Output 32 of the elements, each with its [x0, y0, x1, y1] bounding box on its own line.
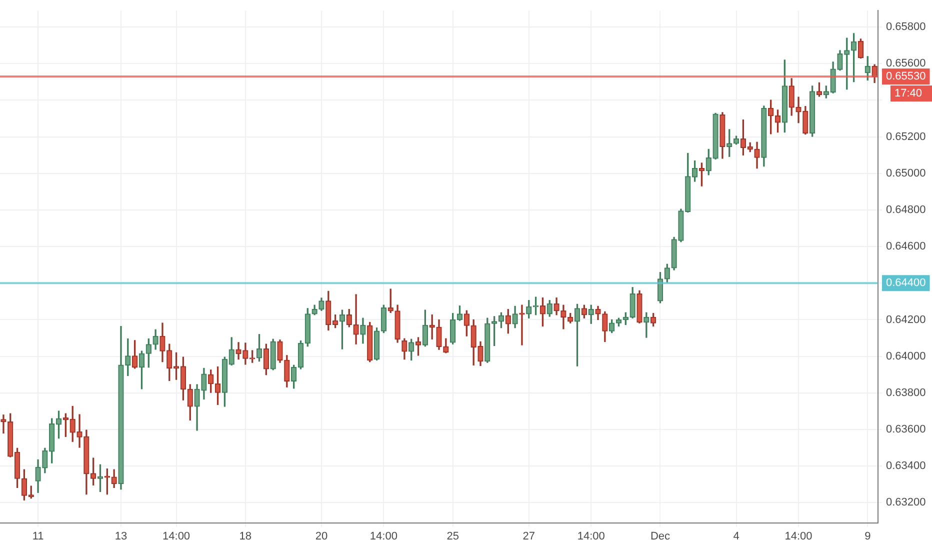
- x-tick-label: 11: [32, 530, 44, 542]
- y-tick-label: 0.64800: [886, 204, 926, 216]
- x-tick-label: 14:00: [577, 530, 605, 542]
- x-tick-label: 14:00: [784, 530, 812, 542]
- y-tick-label: 0.65000: [886, 167, 926, 180]
- x-tick-label: 14:00: [162, 530, 190, 542]
- y-tick-label: 0.64200: [886, 314, 926, 326]
- y-tick-label: 0.63400: [886, 460, 926, 472]
- x-tick-label: Dec: [650, 530, 671, 542]
- y-tick-label: 0.63600: [886, 424, 926, 436]
- x-tick-label: 13: [114, 530, 128, 542]
- ref-line-label: 0.65530: [886, 70, 926, 82]
- y-tick-label: 0.65600: [886, 58, 926, 70]
- y-tick-label: 0.64600: [886, 240, 926, 253]
- y-tick-label: 0.63200: [886, 496, 926, 509]
- candlestick: [76, 414, 82, 448]
- y-tick-label: 0.65800: [886, 21, 926, 34]
- y-tick-label: 0.63800: [886, 386, 926, 399]
- y-tick-label: 0.65200: [886, 130, 926, 143]
- x-tick-label: 4: [733, 530, 740, 542]
- x-tick-label: 27: [522, 530, 535, 542]
- y-tick-label: 0.64000: [886, 350, 926, 362]
- x-tick-label: 20: [315, 530, 328, 542]
- x-tick-label: 14:00: [370, 530, 398, 542]
- candlestick: [0, 414, 6, 434]
- x-tick-label: 25: [446, 530, 459, 542]
- candlestick: [353, 294, 359, 344]
- ref-line-label: 0.64400: [886, 277, 926, 290]
- x-tick-label: 9: [864, 530, 871, 542]
- candlestick: [796, 96, 802, 124]
- text: 17:40: [894, 87, 922, 100]
- x-tick-label: 18: [239, 530, 252, 542]
